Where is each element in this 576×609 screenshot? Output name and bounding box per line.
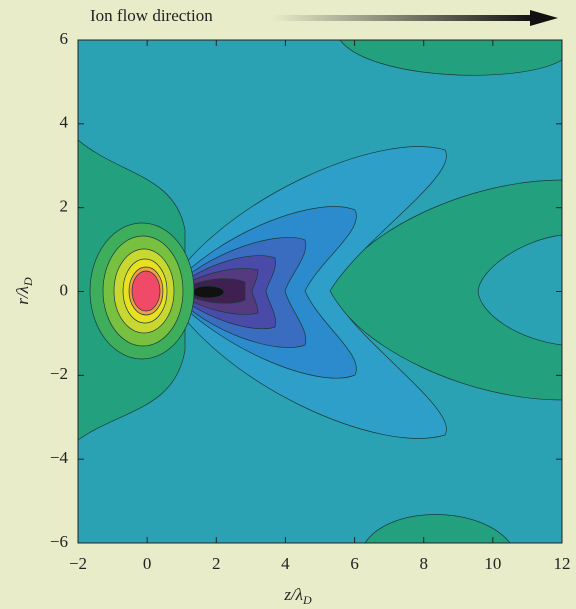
y-tick-label: 2 (60, 197, 69, 216)
x-tick-label: −2 (69, 554, 87, 573)
y-tick-label: 0 (60, 280, 69, 299)
y-label-sub: D (21, 277, 35, 287)
x-tick-label: 8 (419, 554, 428, 573)
x-axis-label: z/λD (283, 585, 312, 607)
y-tick-label: −6 (50, 532, 68, 551)
y-axis-label: r/λD (13, 277, 35, 305)
y-tick-label: 4 (60, 113, 69, 132)
x-tick-label: 6 (350, 554, 359, 573)
x-tick-label: 4 (281, 554, 290, 573)
x-tick-label: 2 (212, 554, 221, 573)
x-tick-label: 10 (484, 554, 501, 573)
annotation: Ion flow direction (90, 6, 213, 25)
y-tick-label: −2 (50, 364, 68, 383)
y-tick-label: −4 (50, 448, 69, 467)
x-label-main: z/λ (283, 585, 303, 604)
y-label-main: r/λ (13, 286, 32, 305)
arrow-shaft (272, 15, 534, 21)
x-tick-label: 0 (143, 554, 152, 573)
x-label-sub: D (302, 593, 312, 607)
x-tick-label: 12 (554, 554, 571, 573)
contour-field (78, 40, 562, 543)
y-tick-label: 6 (60, 29, 69, 48)
arrow-head (530, 10, 558, 26)
